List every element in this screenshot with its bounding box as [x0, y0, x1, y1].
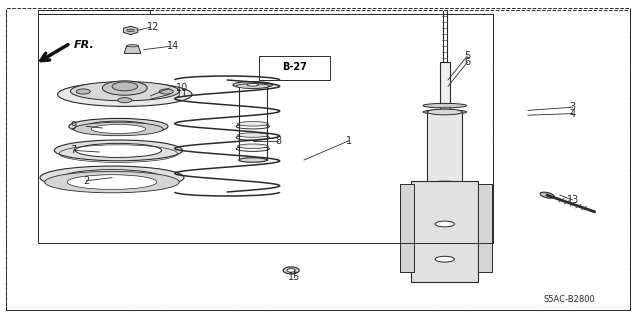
Ellipse shape	[45, 172, 179, 193]
Ellipse shape	[127, 29, 134, 32]
Ellipse shape	[423, 103, 467, 108]
Text: 10: 10	[176, 83, 189, 93]
Ellipse shape	[428, 109, 462, 115]
Ellipse shape	[247, 84, 259, 86]
Ellipse shape	[54, 140, 182, 161]
Ellipse shape	[435, 221, 454, 227]
Text: 12: 12	[147, 22, 160, 32]
Text: 2: 2	[83, 176, 90, 186]
Ellipse shape	[67, 175, 157, 189]
Ellipse shape	[435, 256, 454, 262]
Ellipse shape	[112, 82, 138, 91]
Text: 14: 14	[166, 41, 179, 52]
Bar	[428, 112, 463, 184]
Text: 4: 4	[570, 108, 576, 119]
Ellipse shape	[428, 181, 462, 187]
Text: 11: 11	[176, 89, 189, 100]
Text: 6: 6	[464, 57, 470, 68]
Ellipse shape	[86, 121, 150, 132]
Ellipse shape	[118, 98, 132, 103]
Polygon shape	[124, 46, 141, 53]
Text: 5: 5	[464, 51, 470, 61]
Ellipse shape	[540, 192, 554, 198]
Ellipse shape	[102, 81, 147, 95]
Ellipse shape	[287, 268, 296, 272]
Ellipse shape	[159, 89, 173, 94]
Text: S5AC-B2800: S5AC-B2800	[543, 295, 595, 304]
Ellipse shape	[70, 82, 179, 101]
Bar	[440, 62, 450, 179]
Bar	[259, 56, 330, 80]
Ellipse shape	[237, 144, 268, 148]
Ellipse shape	[92, 124, 146, 133]
Ellipse shape	[127, 44, 138, 47]
Text: 3: 3	[570, 102, 576, 112]
Text: 13: 13	[566, 195, 579, 205]
Ellipse shape	[233, 82, 273, 88]
Bar	[412, 181, 479, 282]
Bar	[399, 184, 414, 272]
Bar	[479, 184, 493, 272]
Text: 9: 9	[70, 121, 77, 132]
Ellipse shape	[237, 122, 268, 126]
Ellipse shape	[423, 110, 467, 114]
Ellipse shape	[63, 170, 161, 186]
Text: 1: 1	[346, 136, 352, 146]
Ellipse shape	[76, 89, 90, 94]
Ellipse shape	[237, 133, 268, 137]
Bar	[38, 14, 493, 243]
Ellipse shape	[58, 82, 192, 106]
Ellipse shape	[76, 143, 162, 157]
Ellipse shape	[69, 118, 168, 134]
Text: 15: 15	[288, 272, 301, 282]
Ellipse shape	[283, 267, 300, 274]
Text: 7: 7	[70, 145, 77, 156]
Ellipse shape	[74, 122, 163, 136]
Text: FR.: FR.	[74, 40, 94, 50]
Text: B-27: B-27	[282, 62, 307, 72]
Text: 8: 8	[275, 136, 282, 146]
Ellipse shape	[40, 166, 184, 189]
Ellipse shape	[239, 158, 267, 162]
Ellipse shape	[236, 84, 269, 88]
